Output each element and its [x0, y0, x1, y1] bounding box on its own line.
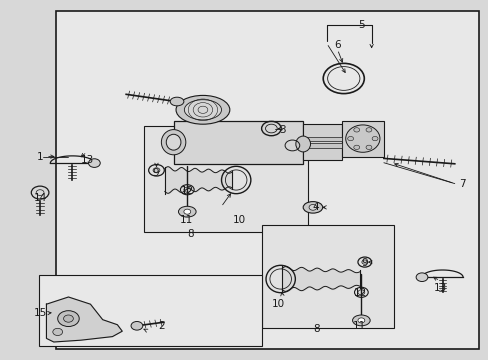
Text: 12: 12	[180, 186, 194, 196]
Text: 14: 14	[33, 193, 47, 203]
Bar	[144, 126, 307, 232]
Ellipse shape	[161, 130, 185, 155]
Text: 2: 2	[158, 321, 164, 331]
Bar	[261, 225, 393, 328]
Text: 9: 9	[152, 168, 159, 178]
Text: 13: 13	[432, 283, 446, 293]
Text: 1: 1	[37, 152, 43, 162]
Circle shape	[153, 168, 160, 173]
Circle shape	[58, 311, 79, 327]
Bar	[303, 124, 342, 160]
Text: 4: 4	[311, 202, 318, 212]
Circle shape	[347, 136, 353, 141]
Ellipse shape	[131, 321, 142, 330]
Circle shape	[361, 260, 367, 264]
Ellipse shape	[303, 202, 322, 213]
Polygon shape	[46, 297, 122, 342]
Text: 11: 11	[180, 215, 193, 225]
Ellipse shape	[295, 136, 310, 152]
Text: 13: 13	[80, 155, 94, 165]
Text: 12: 12	[353, 288, 367, 298]
Circle shape	[415, 273, 427, 282]
Bar	[173, 121, 303, 164]
Ellipse shape	[352, 315, 369, 326]
Circle shape	[353, 145, 359, 149]
Circle shape	[308, 204, 316, 210]
Ellipse shape	[178, 206, 196, 217]
Circle shape	[357, 318, 364, 323]
Circle shape	[365, 145, 371, 149]
Circle shape	[183, 209, 190, 214]
Text: 7: 7	[458, 179, 465, 189]
Circle shape	[371, 136, 377, 141]
Bar	[303, 143, 342, 148]
Circle shape	[88, 159, 100, 167]
Text: 9: 9	[360, 258, 367, 268]
Text: 5: 5	[358, 20, 365, 30]
Bar	[39, 275, 261, 346]
Text: 8: 8	[313, 324, 320, 334]
Circle shape	[53, 328, 62, 336]
Ellipse shape	[345, 125, 379, 152]
Text: 3: 3	[279, 125, 285, 135]
Ellipse shape	[184, 100, 221, 120]
Bar	[303, 137, 342, 141]
Ellipse shape	[166, 134, 181, 150]
Bar	[342, 121, 383, 157]
Text: 11: 11	[352, 321, 366, 331]
Ellipse shape	[170, 97, 183, 106]
Bar	[56, 11, 478, 349]
Text: 10: 10	[272, 299, 285, 309]
Text: 8: 8	[187, 229, 194, 239]
Circle shape	[353, 128, 359, 132]
Ellipse shape	[176, 95, 229, 124]
Text: 6: 6	[333, 40, 340, 50]
Text: 15: 15	[33, 308, 47, 318]
Circle shape	[63, 315, 73, 322]
Text: 10: 10	[233, 215, 245, 225]
Circle shape	[365, 128, 371, 132]
